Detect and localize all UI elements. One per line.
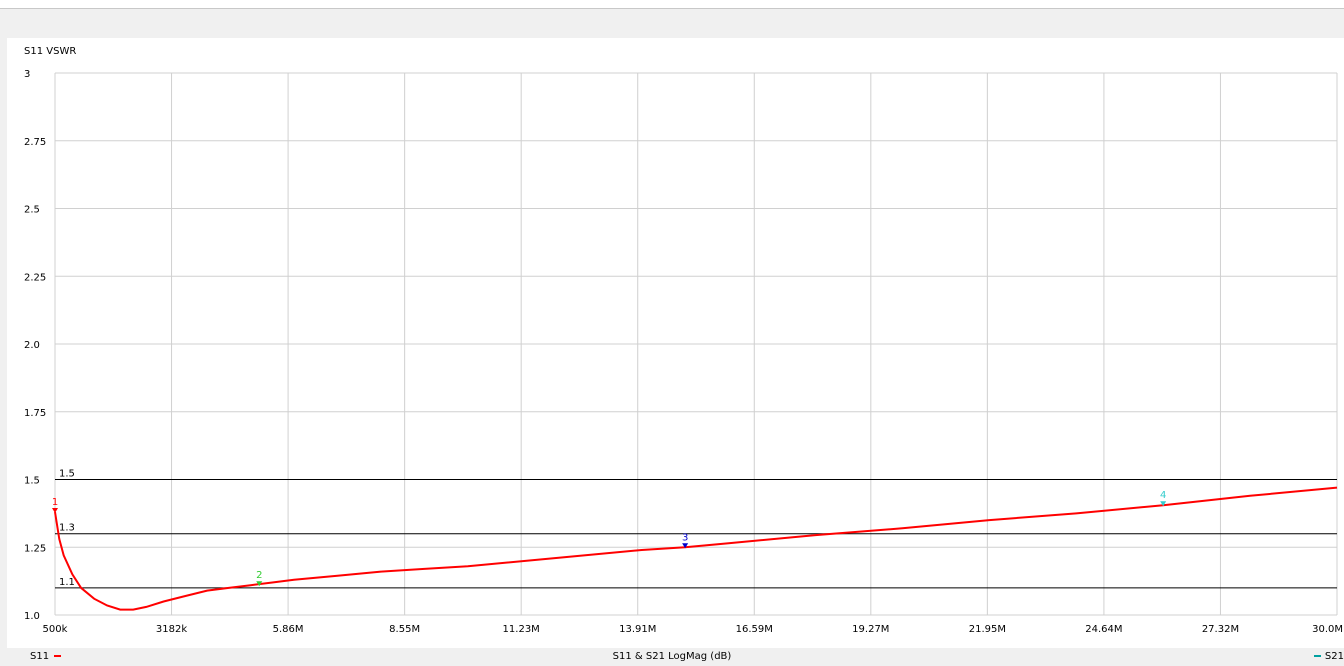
x-tick-label: 500k xyxy=(43,624,68,635)
reference-lines: 1.5 1.3 1.1 xyxy=(55,469,1337,589)
legend-s21-swatch xyxy=(1313,655,1321,657)
marker-1-triangle xyxy=(52,508,58,514)
y-tick-label: 1.0 xyxy=(24,611,40,622)
marker-1-label: 1 xyxy=(52,497,58,508)
marker-2-label: 2 xyxy=(256,570,262,581)
legend-s21: S21 xyxy=(1313,648,1344,666)
chart-title: S11 VSWR xyxy=(24,46,77,57)
x-tick-label: 13.91M xyxy=(619,624,656,635)
marker-4-triangle xyxy=(1160,501,1167,507)
toolbar-strip xyxy=(0,0,1344,9)
reference-line-label: 1.5 xyxy=(59,469,75,480)
reference-line-label: 1.1 xyxy=(59,577,75,588)
x-tick-label: 19.27M xyxy=(852,624,889,635)
x-tick-label: 24.64M xyxy=(1085,624,1122,635)
marker-4-label: 4 xyxy=(1160,490,1166,501)
y-tick-label: 1.5 xyxy=(24,476,40,487)
y-tick-label: 2.25 xyxy=(24,272,46,283)
x-tick-label: 8.55M xyxy=(389,624,420,635)
s11-trace xyxy=(54,486,1338,611)
x-tick-label: 21.95M xyxy=(969,624,1006,635)
marker-2-triangle xyxy=(256,581,263,587)
marker-3-label: 3 xyxy=(682,532,688,543)
marker-3-triangle xyxy=(682,543,689,549)
legend-s11-label: S11 xyxy=(30,651,50,662)
bottom-bar: S11 & S21 LogMag (dB) S11 S21 xyxy=(0,648,1344,666)
chart-panel xyxy=(7,38,1344,648)
bottom-chart-title: S11 & S21 LogMag (dB) xyxy=(612,651,732,662)
y-tick-label: 2.0 xyxy=(24,340,40,351)
x-tick-label: 11.23M xyxy=(503,624,540,635)
y-tick-label: 1.25 xyxy=(24,543,46,554)
marker-layer: 1 2 3 4 xyxy=(52,490,1167,587)
y-tick-label: 2.75 xyxy=(24,137,46,148)
x-tick-label: 30.0M xyxy=(1312,624,1343,635)
x-tick-label: 16.59M xyxy=(736,624,773,635)
y-tick-label: 2.5 xyxy=(24,205,40,216)
trace-layer xyxy=(54,486,1338,611)
y-tick-label: 1.75 xyxy=(24,408,46,419)
x-tick-label: 3182k xyxy=(156,624,187,635)
x-tick-label: 27.32M xyxy=(1202,624,1239,635)
tick-labels: 500k 3182k 5.86M 8.55M 11.23M 13.91M 16.59M 19.… xyxy=(24,69,1343,635)
legend-s11-swatch xyxy=(54,655,62,657)
legend-s11: S11 xyxy=(30,648,62,666)
legend-s21-label: S21 xyxy=(1324,651,1344,662)
x-tick-label: 5.86M xyxy=(273,624,304,635)
reference-line-label: 1.3 xyxy=(59,523,75,534)
y-tick-label: 3 xyxy=(24,69,30,80)
